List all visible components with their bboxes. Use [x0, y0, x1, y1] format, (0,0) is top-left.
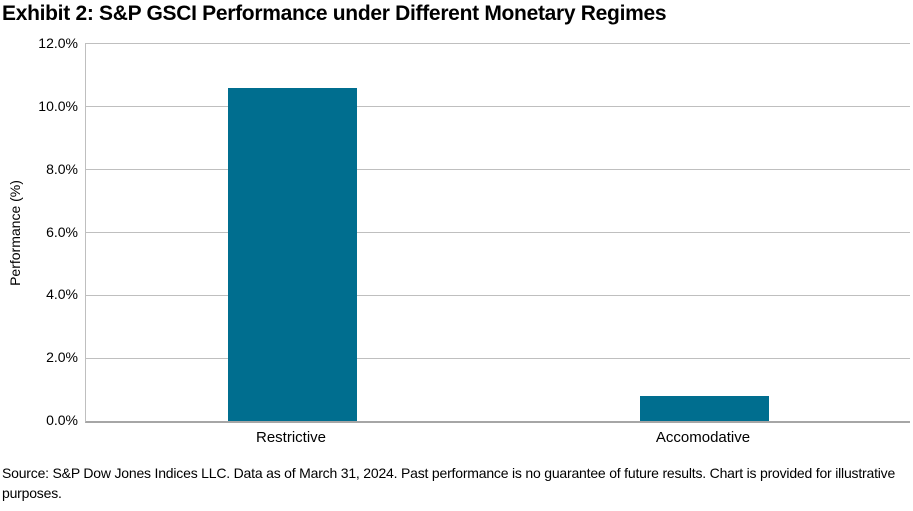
- x-axis-category-label: Accomodative: [655, 429, 751, 446]
- gridline: [86, 294, 910, 296]
- bar-accomodative: [639, 395, 769, 421]
- gridline: [86, 232, 910, 233]
- y-axis-tick-label: 10.0%: [38, 97, 78, 114]
- y-axis-tick-label: 4.0%: [46, 286, 78, 303]
- plot-area: [85, 43, 910, 423]
- x-axis-category-label: Restrictive: [255, 429, 326, 446]
- chart-title: Exhibit 2: S&P GSCI Performance under Di…: [2, 2, 667, 25]
- bar-restrictive: [227, 87, 357, 421]
- gridline: [86, 106, 910, 108]
- y-axis-tick-label: 6.0%: [46, 223, 78, 240]
- source-note: Source: S&P Dow Jones Indices LLC. Data …: [2, 465, 896, 501]
- y-axis-tick-label: 8.0%: [46, 160, 78, 177]
- y-axis-tick-label: 12.0%: [38, 35, 78, 51]
- y-axis-tick-label: 0.0%: [46, 412, 78, 428]
- gridline: [86, 357, 910, 359]
- y-axis-tick-label: 2.0%: [46, 349, 78, 366]
- gridline: [86, 169, 910, 171]
